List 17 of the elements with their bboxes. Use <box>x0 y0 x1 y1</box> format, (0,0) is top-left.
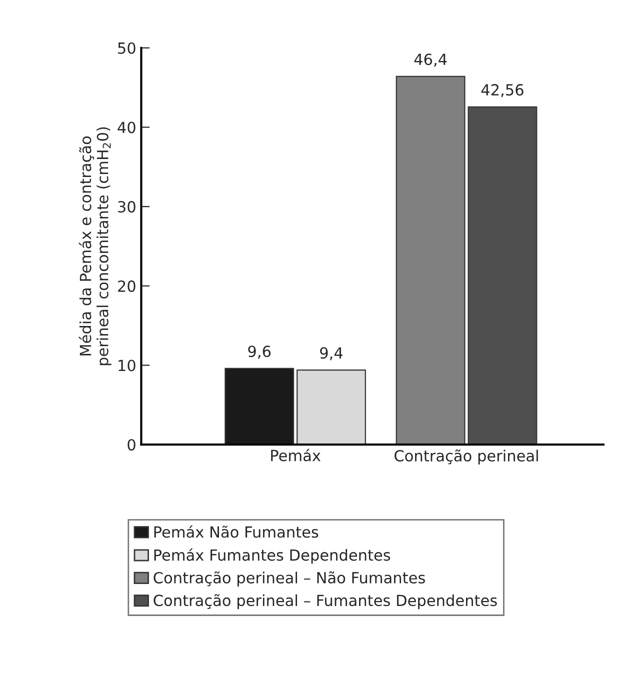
data-label: 42,56 <box>481 84 524 98</box>
y-tick-label: 50 <box>118 42 136 54</box>
y-axis-title: Média da Pemáx e contração perineal concomitante (cmH$_{2}$0) <box>78 127 112 366</box>
data-label: 9,4 <box>320 347 343 360</box>
legend-label: Pemáx Fumantes Dependentes <box>154 548 390 564</box>
legend-label: Contração perineal – Fumantes Dependentes <box>154 594 497 610</box>
x-tick-label: Pemáx <box>271 448 320 462</box>
y-tick-label: 20 <box>118 280 136 292</box>
y-tick-label: 40 <box>118 122 136 134</box>
y-tick-label: 10 <box>118 360 136 372</box>
data-label: 9,6 <box>248 346 271 359</box>
y-tick-label: 0 <box>128 439 136 451</box>
y-tick-label: 30 <box>118 201 136 213</box>
legend-label: Pemáx Não Fumantes <box>154 525 318 538</box>
legend-label: Contração perineal – Não Fumantes <box>154 571 425 586</box>
x-tick-label: Contração perineal <box>394 449 538 465</box>
data-label: 46,4 <box>414 54 447 67</box>
